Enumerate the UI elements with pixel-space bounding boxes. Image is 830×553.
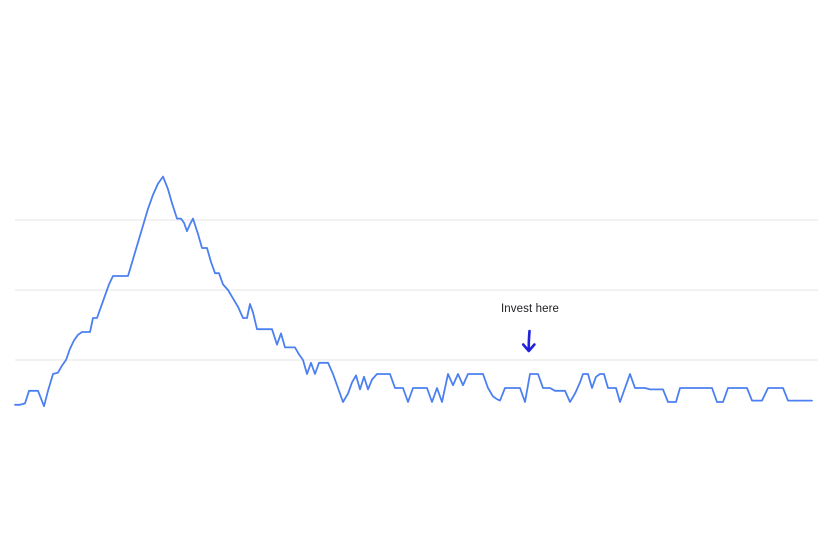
down-arrow-icon bbox=[521, 329, 536, 353]
trend-line bbox=[14, 175, 813, 408]
annotation-label: Invest here bbox=[501, 303, 559, 315]
trend-line-series bbox=[14, 175, 813, 408]
gridlines bbox=[15, 219, 818, 361]
annotation: Invest here bbox=[501, 303, 559, 316]
